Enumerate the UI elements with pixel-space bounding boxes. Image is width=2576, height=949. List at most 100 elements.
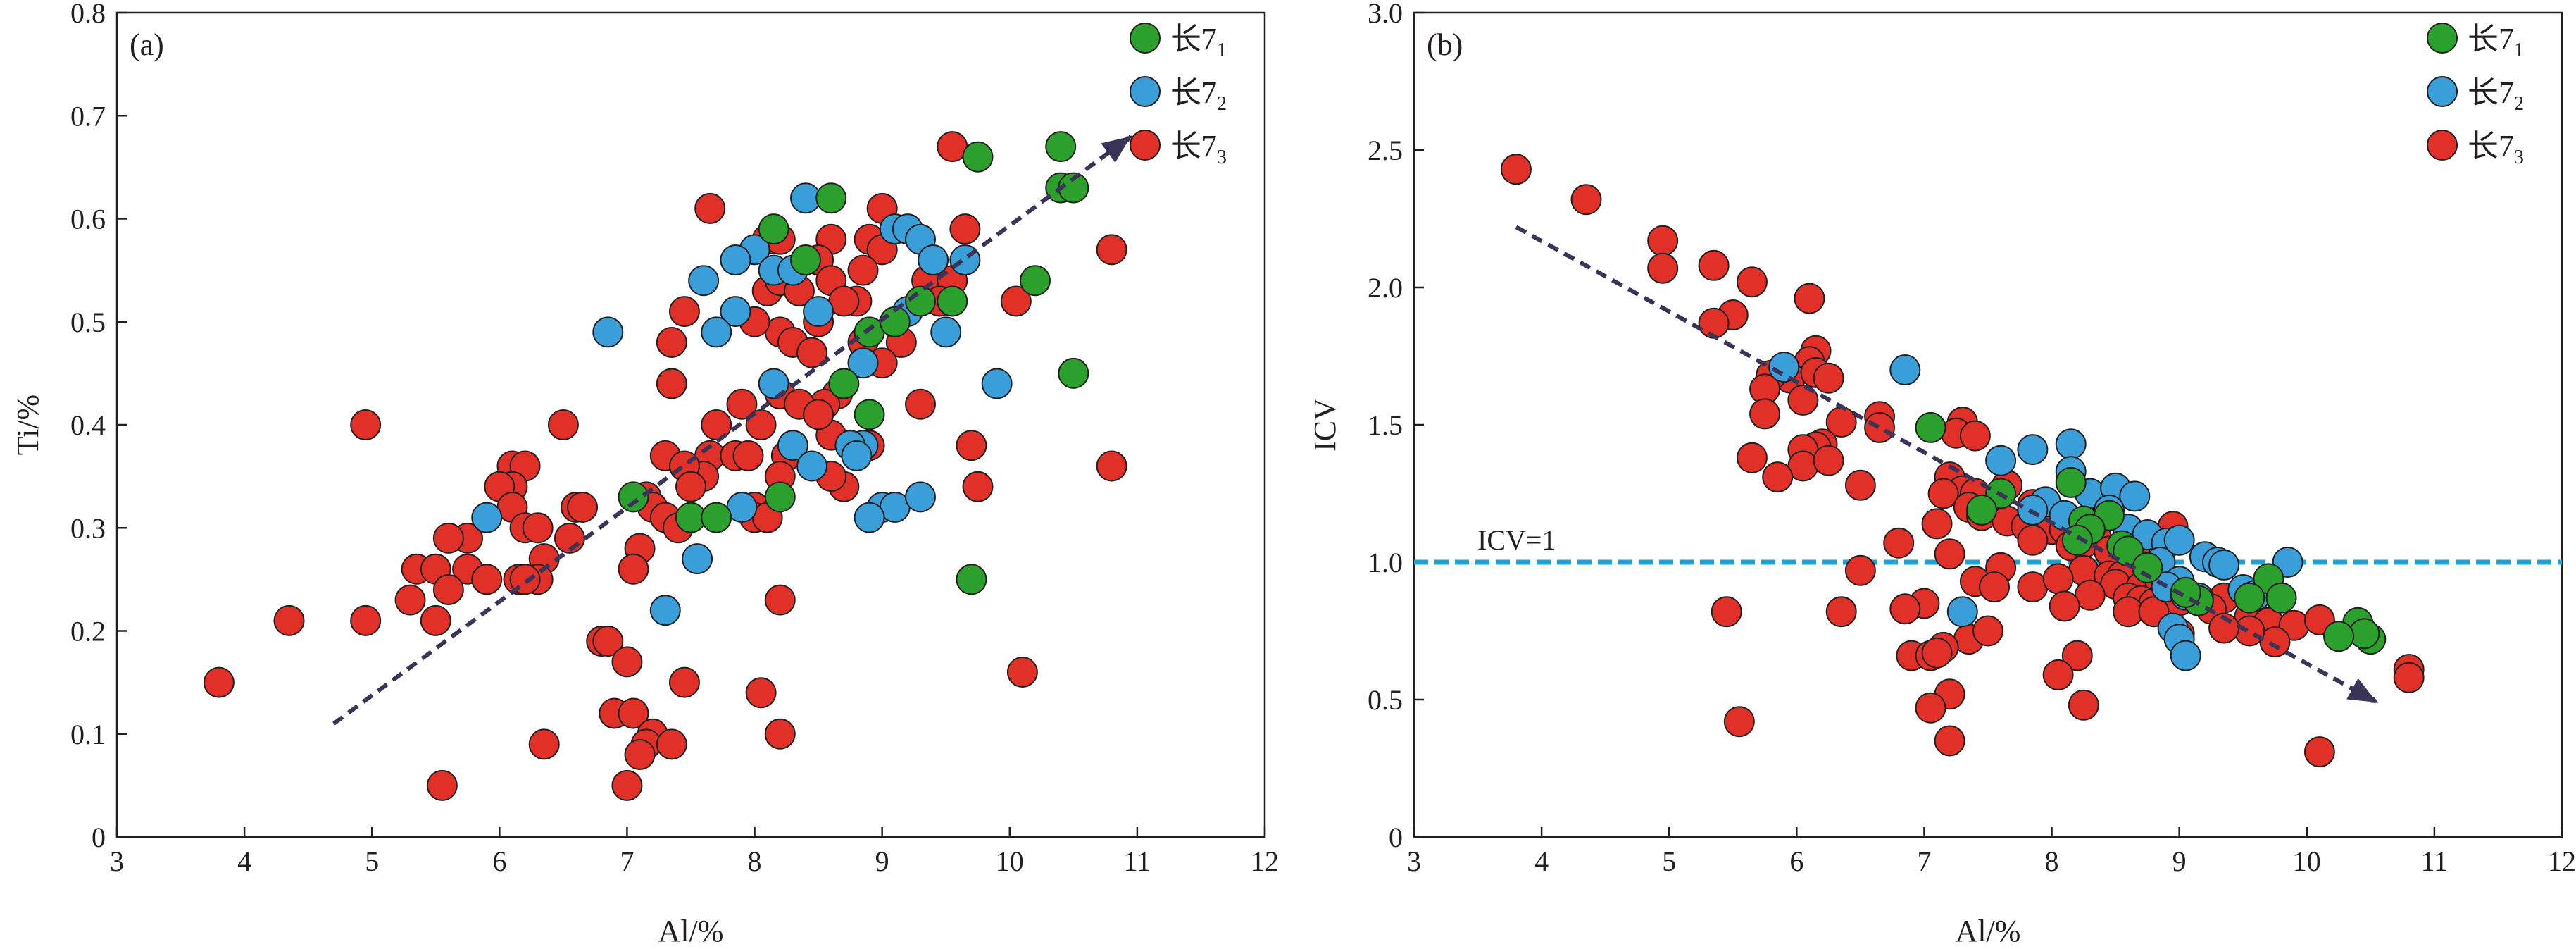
data-point xyxy=(2119,480,2151,512)
y-tick-label: 0 xyxy=(92,821,106,853)
legend-marker xyxy=(1130,23,1161,54)
data-point xyxy=(720,296,751,328)
data-point xyxy=(1889,593,1921,625)
legend-label-text: 长7 xyxy=(2468,129,2514,163)
data-point xyxy=(1825,596,1857,628)
data-point xyxy=(1500,154,1532,185)
data-point xyxy=(611,646,643,678)
data-point xyxy=(1647,225,1679,256)
y-tick-label: 0 xyxy=(1389,821,1403,853)
legend-marker xyxy=(2427,130,2458,161)
data-point xyxy=(528,728,560,760)
data-point xyxy=(745,677,777,709)
x-tick-label: 3 xyxy=(1407,845,1421,877)
legend-label-subscript: 2 xyxy=(1217,93,1227,115)
x-tick-label: 9 xyxy=(875,845,889,877)
data-point xyxy=(1921,637,1953,669)
data-point xyxy=(956,564,987,595)
data-point xyxy=(1762,461,1794,493)
trend-arrow-head xyxy=(1101,136,1131,163)
data-point xyxy=(203,666,235,698)
x-tick-label: 6 xyxy=(1789,845,1803,877)
data-point xyxy=(432,574,464,605)
data-point xyxy=(905,388,936,420)
legend-label: 长73 xyxy=(2468,129,2524,168)
data-point xyxy=(567,492,599,523)
legend-item: 长72 xyxy=(1130,75,1227,115)
data-point xyxy=(1915,411,1946,443)
data-point xyxy=(592,626,624,657)
data-point xyxy=(796,337,828,368)
data-point xyxy=(668,666,700,698)
data-point xyxy=(1096,450,1127,482)
data-point xyxy=(1959,420,1991,452)
legend-label: 长71 xyxy=(1170,22,1227,61)
data-point xyxy=(1813,362,1844,394)
data-point xyxy=(949,213,981,245)
data-point xyxy=(1965,494,1997,526)
data-point xyxy=(758,213,789,245)
reference-line-label: ICV=1 xyxy=(1477,524,1556,556)
data-point xyxy=(847,347,879,379)
data-point xyxy=(471,502,503,533)
x-axis-label: Al/% xyxy=(1956,914,2021,948)
data-point xyxy=(668,296,700,328)
legend-marker xyxy=(1130,130,1161,161)
data-point xyxy=(656,368,687,399)
data-point xyxy=(726,388,758,420)
legend-item: 长73 xyxy=(1130,129,1227,168)
data-point xyxy=(701,316,732,348)
x-tick-label: 5 xyxy=(1662,845,1676,877)
data-point xyxy=(1813,445,1844,476)
x-tick-label: 8 xyxy=(2045,845,2059,877)
chart-panel-a: 3 4 5 6 7 8 9 10 11 1200.10.20.30.40.50.60.70.8Al… xyxy=(11,0,1279,948)
x-tick-label: 9 xyxy=(2172,845,2187,877)
legend-label-subscript: 3 xyxy=(1217,147,1227,168)
data-point xyxy=(828,368,860,399)
x-tick-label: 12 xyxy=(2548,845,2576,877)
data-point xyxy=(656,728,687,760)
legend-marker xyxy=(2427,76,2458,107)
data-point xyxy=(962,471,994,502)
data-point xyxy=(790,244,821,275)
data-point xyxy=(905,481,936,513)
plot-frame xyxy=(115,11,1266,838)
data-point xyxy=(1934,538,1965,570)
data-point xyxy=(2163,524,2195,556)
data-point xyxy=(2042,659,2074,690)
data-point xyxy=(688,265,720,297)
data-point xyxy=(1045,131,1077,163)
data-point xyxy=(2323,621,2355,652)
data-point xyxy=(432,522,464,554)
data-point xyxy=(2017,524,2049,556)
data-point xyxy=(930,316,962,348)
data-point xyxy=(1985,445,2017,476)
data-point xyxy=(2042,563,2074,595)
data-point xyxy=(1723,706,1755,738)
data-point xyxy=(777,430,808,461)
legend-marker xyxy=(1130,76,1161,107)
data-point xyxy=(937,285,968,317)
y-tick-label: 0.7 xyxy=(70,100,106,132)
data-point xyxy=(547,409,579,440)
y-tick-label: 0.3 xyxy=(70,512,106,544)
series-3-points xyxy=(203,131,1127,801)
x-tick-label: 11 xyxy=(1124,845,1151,877)
trend-arrow xyxy=(332,135,1132,726)
panel-label: (b) xyxy=(1427,27,1463,62)
data-point xyxy=(1927,478,1959,509)
x-tick-label: 10 xyxy=(2293,845,2321,877)
data-point xyxy=(720,244,751,275)
legend-label: 长73 xyxy=(1170,129,1227,168)
x-tick-label: 4 xyxy=(237,845,251,877)
data-point xyxy=(618,481,649,513)
data-point xyxy=(1946,596,1978,628)
data-point xyxy=(2017,434,2049,466)
y-tick-label: 0.6 xyxy=(70,204,106,235)
data-point xyxy=(764,718,796,750)
data-point xyxy=(764,481,796,513)
data-point xyxy=(758,368,789,399)
legend-label-subscript: 1 xyxy=(1217,39,1227,61)
data-point xyxy=(2055,466,2087,498)
data-point xyxy=(1794,283,1825,314)
